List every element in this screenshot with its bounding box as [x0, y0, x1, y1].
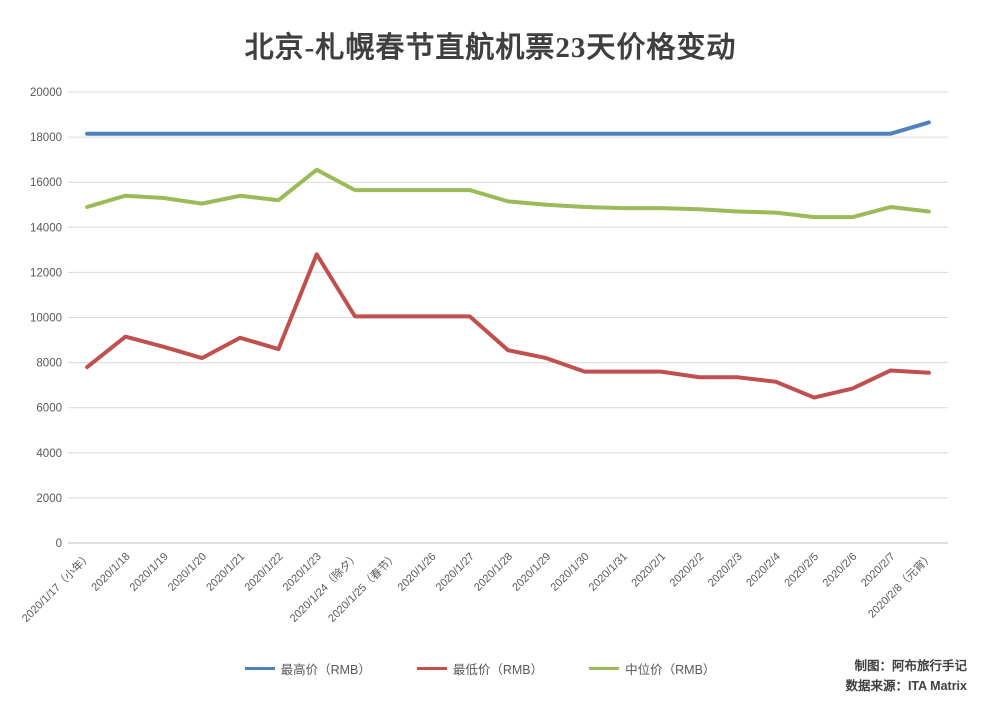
x-axis-tick-label: 2020/1/29 [510, 551, 553, 594]
x-axis-tick-label: 2020/1/30 [549, 551, 592, 594]
series-line-min-price [85, 252, 931, 400]
credits-data-source: 数据来源：ITA Matrix [845, 679, 967, 693]
x-axis-tick-label: 2020/1/17（小年） [19, 549, 95, 625]
legend-item-max-price: 最高价（RMB） [244, 659, 371, 678]
y-axis-tick-label: 8000 [36, 358, 62, 370]
y-axis-tick-label: 4000 [36, 448, 62, 460]
x-axis-tick-label: 2020/1/18 [89, 551, 132, 594]
y-axis-tick-label: 16000 [30, 177, 62, 189]
x-axis-tick-label: 2020/1/24（除夕） [286, 549, 362, 625]
series-line-median-price [85, 167, 931, 220]
legend-line-swatch-min [416, 667, 447, 670]
x-axis-tick-label: 2020/1/25（春节） [325, 550, 400, 625]
x-axis-tick-label: 2020/2/1 [629, 551, 668, 590]
legend-label-median: 中位价（RMB） [625, 663, 716, 677]
x-axis-tick-label: 2020/1/22 [242, 551, 285, 594]
y-axis-tick-label: 12000 [30, 267, 62, 279]
legend-line-swatch-max [244, 667, 275, 670]
y-axis-tick-label: 0 [56, 538, 62, 550]
y-axis-tick-label: 14000 [30, 222, 62, 234]
series-line-max-price [85, 120, 931, 136]
x-axis-tick-label: 2020/1/27 [434, 551, 477, 594]
chart-legend: 最高价（RMB） 最低价（RMB） 中位价（RMB） [0, 659, 960, 678]
y-axis-tick-label: 6000 [36, 403, 62, 415]
x-axis-tick-label: 2020/2/6 [821, 551, 860, 590]
x-axis-tick-label: 2020/1/26 [396, 551, 439, 594]
legend-label-min: 最低价（RMB） [452, 663, 544, 677]
x-axis-tick-label: 2020/2/8（元宵） [865, 549, 936, 620]
legend-item-min-price: 最低价（RMB） [416, 659, 544, 678]
chart-title: 北京-札幌春节直航机票23天价格变动 [244, 32, 737, 64]
x-axis-tick-label: 2020/1/28 [472, 551, 515, 594]
y-axis-tick-label: 10000 [30, 313, 62, 325]
x-axis-tick-label: 2020/1/31 [587, 551, 630, 594]
x-axis-tick-label: 2020/2/7 [859, 551, 898, 590]
y-axis-tick-label: 20000 [30, 87, 62, 99]
x-axis-tick-label: 2020/1/21 [204, 551, 247, 594]
x-axis-tick-label: 2020/2/3 [706, 551, 745, 590]
legend-item-median-price: 中位价（RMB） [589, 659, 715, 678]
x-axis-tick-label: 2020/2/5 [782, 551, 821, 590]
credits-block: 制图：阿布旅行手记 数据来源：ITA Matrix [845, 656, 967, 696]
credits-author: 制图：阿布旅行手记 [854, 659, 967, 673]
legend-label-max: 最高价（RMB） [280, 663, 371, 677]
y-axis-tick-label: 2000 [36, 493, 62, 505]
x-axis-tick-label: 2020/1/20 [166, 551, 209, 594]
y-axis-tick-label: 18000 [30, 132, 62, 144]
legend-line-swatch-median [589, 667, 620, 670]
x-axis-tick-label: 2020/1/19 [128, 551, 171, 594]
x-axis-tick-label: 2020/2/2 [668, 551, 707, 590]
x-axis-tick-label: 2020/2/4 [744, 551, 783, 590]
